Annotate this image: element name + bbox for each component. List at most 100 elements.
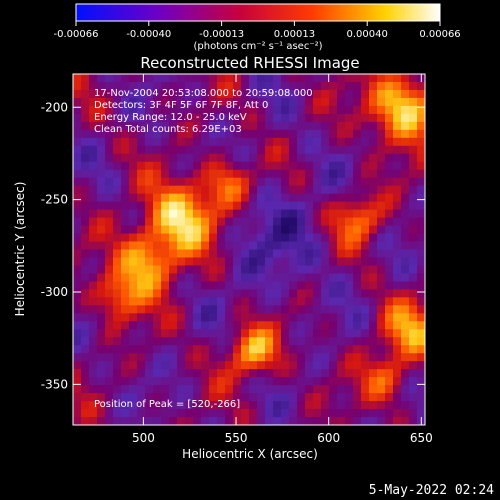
heatmap-cell xyxy=(153,169,162,179)
heatmap-cell xyxy=(377,153,386,163)
heatmap-cell xyxy=(81,193,90,203)
heatmap-cell xyxy=(137,209,146,218)
heatmap-cell xyxy=(409,201,418,211)
heatmap-cell xyxy=(345,385,354,394)
heatmap-cell xyxy=(257,305,266,314)
heatmap-cell xyxy=(193,329,202,338)
heatmap-cell xyxy=(113,89,122,99)
heatmap-cell xyxy=(257,161,266,171)
heatmap-cell xyxy=(81,153,90,163)
heatmap-cell xyxy=(177,233,186,242)
heatmap-cell xyxy=(289,89,298,99)
heatmap-cell xyxy=(337,241,346,250)
heatmap-cell xyxy=(121,353,130,362)
heatmap-cell xyxy=(121,305,130,314)
heatmap-cell xyxy=(321,337,330,346)
heatmap-cell xyxy=(153,97,162,107)
heatmap-cell xyxy=(321,233,330,242)
heatmap-cell xyxy=(329,97,338,107)
heatmap-cell xyxy=(281,225,290,234)
heatmap-cell xyxy=(385,169,394,179)
heatmap-cell xyxy=(393,193,402,203)
heatmap-cell xyxy=(193,337,202,346)
heatmap-cell xyxy=(161,233,170,242)
heatmap-cell xyxy=(81,313,90,322)
heatmap-cell xyxy=(97,185,106,195)
heatmap-cell xyxy=(417,385,426,394)
heatmap-cell xyxy=(353,185,362,195)
heatmap-cell xyxy=(161,81,170,91)
heatmap-cell xyxy=(281,129,290,139)
heatmap-cell xyxy=(361,74,370,83)
heatmap-cell xyxy=(305,105,314,115)
heatmap-cell xyxy=(337,105,346,115)
heatmap-cell xyxy=(289,201,298,211)
heatmap-cell xyxy=(225,281,234,290)
heatmap-cell xyxy=(241,233,250,242)
heatmap-cell xyxy=(217,353,226,362)
heatmap-cell xyxy=(345,281,354,290)
heatmap-cell xyxy=(401,129,410,139)
heatmap-cell xyxy=(153,121,162,131)
heatmap-cell xyxy=(305,177,314,187)
heatmap-cell xyxy=(313,321,322,330)
heatmap-cell xyxy=(113,233,122,242)
heatmap-cell xyxy=(305,145,314,155)
heatmap-cell xyxy=(313,97,322,107)
heatmap-cell xyxy=(161,385,170,394)
heatmap-cell xyxy=(321,321,330,330)
heatmap-cell xyxy=(217,273,226,282)
heatmap-cell xyxy=(377,129,386,139)
heatmap-cell xyxy=(81,97,90,107)
heatmap-cell xyxy=(377,81,386,91)
heatmap-cell xyxy=(281,321,290,330)
heatmap-cell xyxy=(209,297,218,306)
heatmap-cell xyxy=(385,209,394,218)
heatmap-cell xyxy=(345,249,354,258)
heatmap-cell xyxy=(273,185,282,195)
heatmap-cell xyxy=(393,129,402,139)
heatmap-cell xyxy=(161,217,170,226)
heatmap-cell xyxy=(297,81,306,91)
heatmap-cell xyxy=(321,265,330,274)
heatmap-cell xyxy=(417,137,426,147)
heatmap-cell xyxy=(153,177,162,187)
heatmap-cell xyxy=(177,185,186,195)
heatmap-cell xyxy=(393,201,402,211)
heatmap-cell xyxy=(281,265,290,274)
heatmap-cell xyxy=(193,305,202,314)
heatmap-cell xyxy=(249,377,258,386)
heatmap-cell xyxy=(81,329,90,338)
heatmap-cell xyxy=(193,361,202,370)
heatmap-cell xyxy=(169,273,178,282)
heatmap-cell xyxy=(153,393,162,402)
heatmap-cell xyxy=(273,313,282,322)
heatmap-cell xyxy=(209,401,218,410)
heatmap-cell xyxy=(233,313,242,322)
heatmap-cell xyxy=(369,337,378,346)
heatmap-cell xyxy=(409,105,418,115)
heatmap-cell xyxy=(185,161,194,171)
heatmap-cell xyxy=(337,257,346,266)
heatmap-cell xyxy=(97,89,106,99)
heatmap-cell xyxy=(353,401,362,410)
heatmap-cell xyxy=(257,353,266,362)
x-tick-label: 500 xyxy=(132,431,155,445)
heatmap-cell xyxy=(233,241,242,250)
heatmap-cell xyxy=(409,377,418,386)
heatmap-cell xyxy=(313,169,322,179)
heatmap-cell xyxy=(273,241,282,250)
heatmap-cell xyxy=(89,74,98,83)
heatmap-cell xyxy=(233,209,242,218)
heatmap-cell xyxy=(73,321,82,330)
heatmap-cell xyxy=(297,313,306,322)
heatmap-cell xyxy=(193,153,202,163)
heatmap-cell xyxy=(89,185,98,195)
heatmap-cell xyxy=(217,233,226,242)
heatmap-cell xyxy=(201,105,210,115)
heatmap-cell xyxy=(297,361,306,370)
heatmap-cell xyxy=(313,177,322,187)
heatmap-cell xyxy=(153,89,162,99)
heatmap-cell xyxy=(129,361,138,370)
heatmap-cell xyxy=(81,74,90,83)
